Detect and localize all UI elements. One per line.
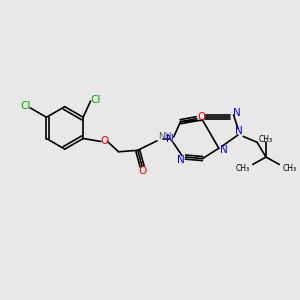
Text: Cl: Cl	[21, 101, 31, 111]
Text: N: N	[232, 108, 240, 118]
Text: O: O	[100, 136, 109, 146]
Text: CH₃: CH₃	[282, 164, 296, 173]
Text: N: N	[177, 155, 184, 165]
Text: N: N	[220, 145, 228, 155]
Text: O: O	[197, 112, 205, 122]
Text: CH₃: CH₃	[236, 164, 250, 173]
Text: N: N	[235, 125, 242, 136]
Text: N: N	[166, 134, 174, 144]
Text: NH: NH	[158, 132, 172, 141]
Text: Cl: Cl	[90, 94, 101, 105]
Text: O: O	[138, 166, 146, 176]
Text: CH₃: CH₃	[259, 135, 273, 144]
